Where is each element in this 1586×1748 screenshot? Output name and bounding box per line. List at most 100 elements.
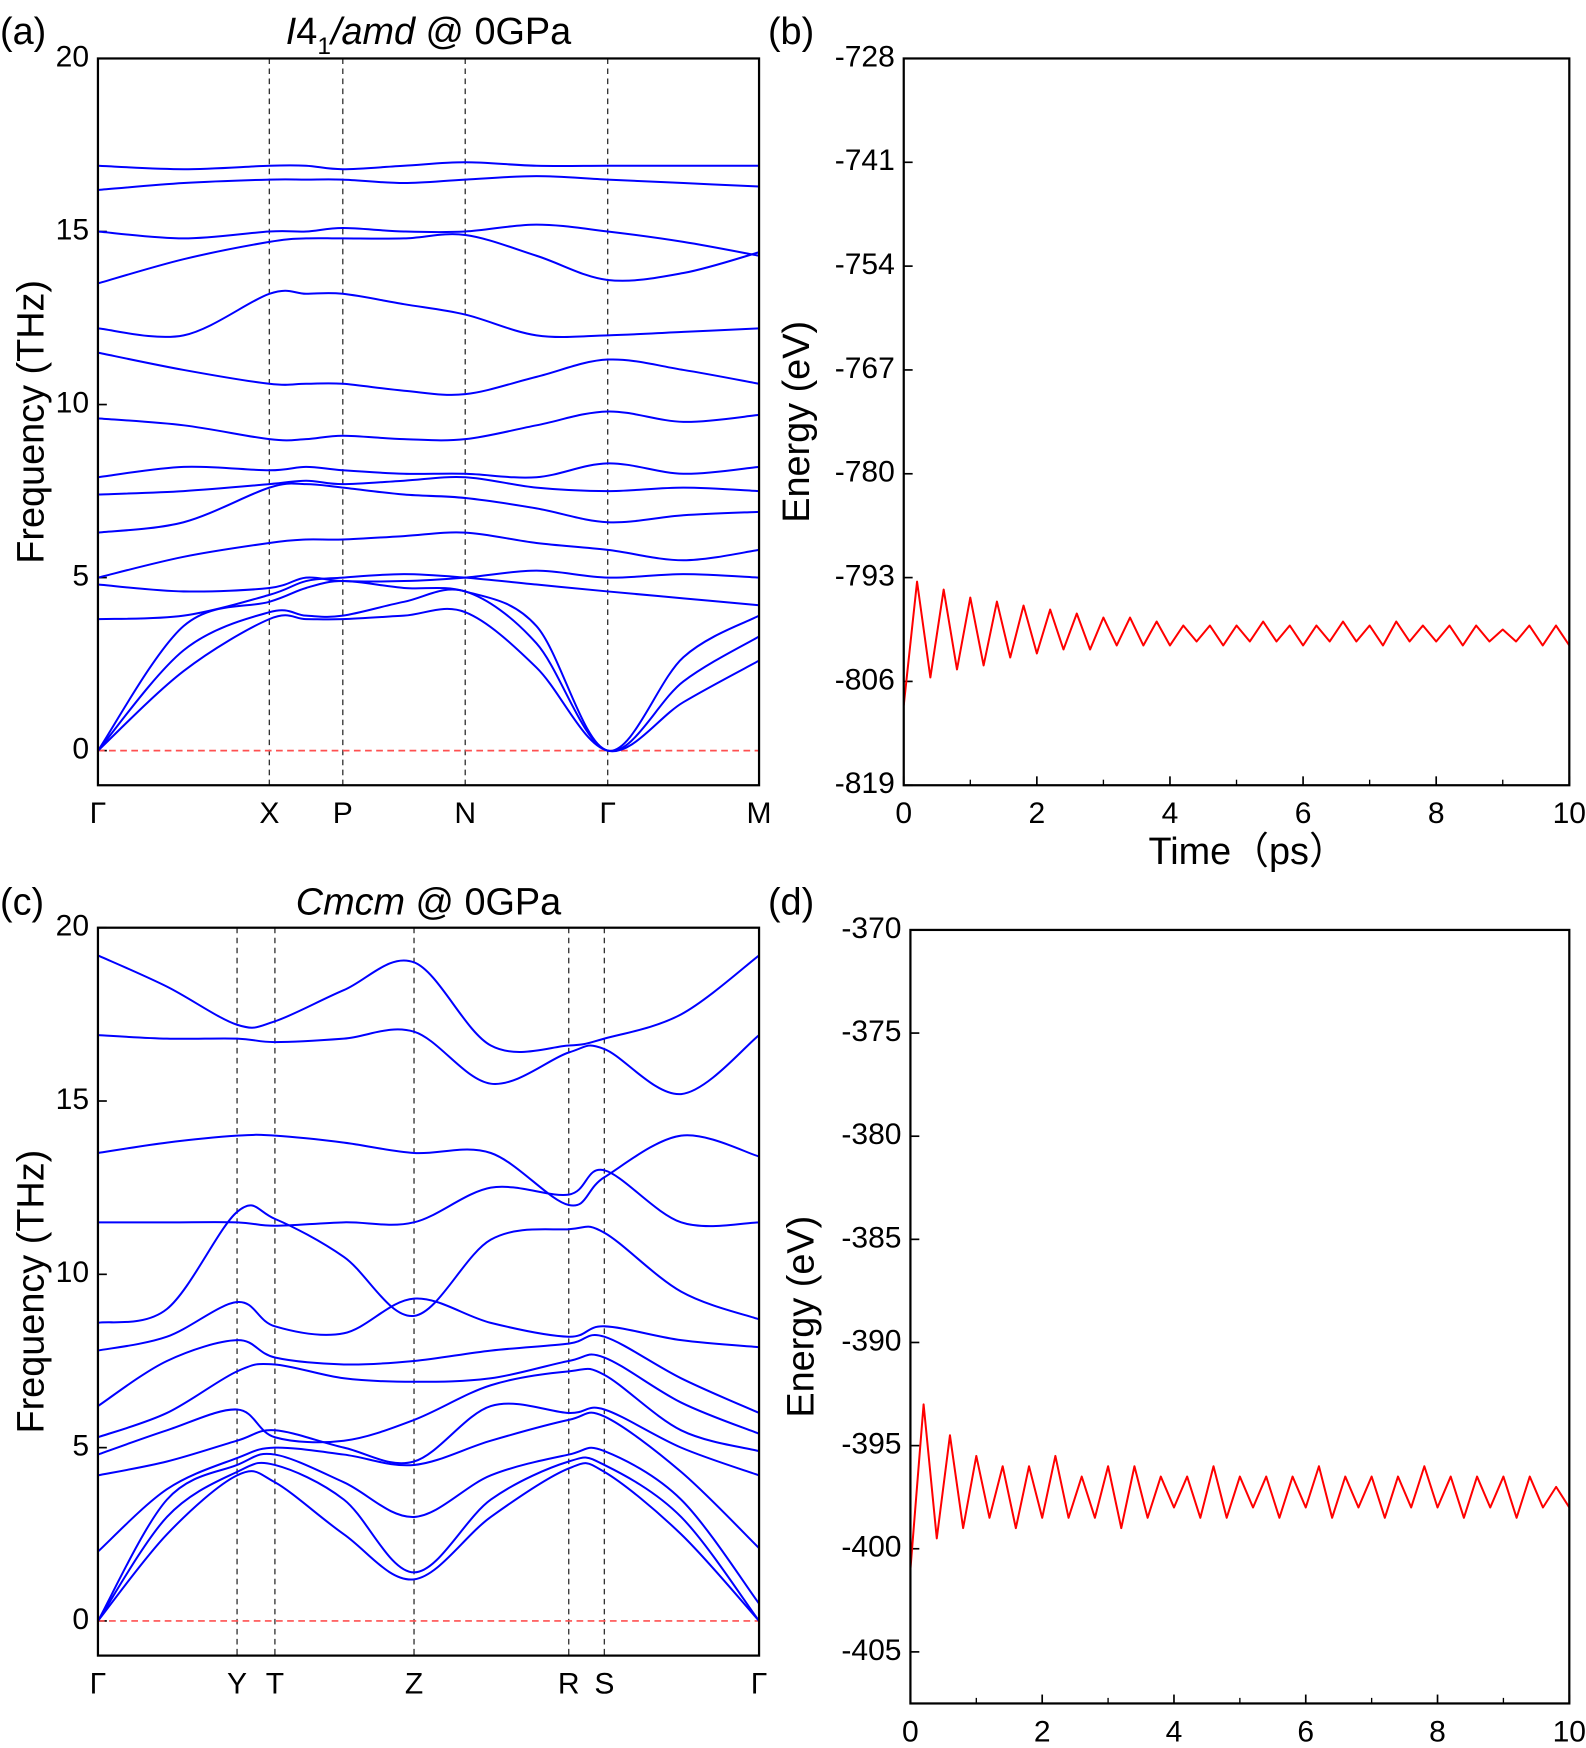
x-tick-label: 4 [1162, 797, 1179, 830]
phonon-band [97, 1297, 760, 1352]
y-tick-label: 20 [56, 40, 89, 73]
plot-frame [96, 926, 761, 1657]
x-tick-label: 2 [1034, 1715, 1051, 1743]
phonon-band [97, 1133, 760, 1207]
y-tick-label: -728 [835, 40, 895, 73]
phonon-band [97, 161, 760, 171]
y-tick-label: -405 [841, 1634, 901, 1667]
x-tick-label: Y [227, 1668, 247, 1701]
y-tick-label: -819 [835, 767, 895, 800]
chart-title: Cmcm @ 0GPa [296, 881, 562, 923]
phonon-band [97, 223, 760, 257]
phonon-band [97, 410, 760, 442]
series-group [910, 1403, 1570, 1570]
y-tick-label: -395 [841, 1428, 901, 1461]
phonon-band [97, 1367, 760, 1456]
phonon-band [97, 1334, 760, 1414]
x-tick-label: Γ [90, 797, 107, 830]
chart-title: I41/amd @ 0GPa [286, 11, 572, 60]
x-tick-label: R [558, 1668, 580, 1701]
panel-label: (d) [768, 881, 814, 923]
x-tick-label: 4 [1166, 1715, 1183, 1743]
x-tick-label: 2 [1028, 797, 1045, 830]
phonon-band [97, 573, 760, 621]
plot-frame [909, 928, 1571, 1705]
x-tick-label: 6 [1295, 797, 1312, 830]
plot-frame [96, 57, 761, 787]
panel-label: (a) [0, 11, 46, 53]
panel: (c) Cmcm @ 0GPa Frequency (THz) 0 5 10 15 20 Γ Y T… [0, 881, 767, 1700]
phonon-band [97, 482, 760, 534]
phonon-band [97, 1353, 760, 1439]
panel: (a) I41/amd @ 0GPa Frequency (THz) 0 5 10 15 20… [0, 11, 772, 830]
x-tick-label: 10 [1553, 797, 1586, 830]
y-tick-label: -780 [835, 456, 895, 489]
panel-label: (b) [768, 11, 814, 53]
y-tick-label: -370 [841, 912, 901, 945]
x-tick-label: P [333, 797, 353, 830]
x-tick-label: 6 [1297, 1715, 1314, 1743]
x-tick-label: 0 [902, 1715, 919, 1743]
y-tick-label: 10 [56, 1256, 89, 1289]
y-tick-label: -375 [841, 1015, 901, 1048]
x-tick-label: Γ [90, 1668, 107, 1701]
y-tick-label: -390 [841, 1324, 901, 1357]
y-tick-label: -793 [835, 560, 895, 593]
x-tick-label: 8 [1428, 797, 1445, 830]
y-tick-label: 10 [56, 386, 89, 419]
series-group [97, 161, 760, 753]
y-axis-label: Energy (eV) [781, 1216, 823, 1418]
phonon-band [97, 1028, 760, 1096]
phonon-band [97, 588, 760, 752]
title-part: 4 [296, 11, 317, 53]
x-tick-label: M [747, 797, 772, 830]
phonon-band [97, 1456, 760, 1622]
phonon-band [97, 475, 760, 496]
y-axis-label: Frequency (THz) [10, 1150, 52, 1434]
phonon-band [97, 954, 760, 1053]
phonon-band [97, 1168, 760, 1228]
title-part: I [286, 11, 297, 53]
y-tick-label: -741 [835, 144, 895, 177]
y-axis-label: Energy (eV) [776, 321, 818, 523]
energy-trace [903, 580, 1570, 706]
title-part: @ 0GPa [415, 11, 572, 53]
x-axis-label: Time（ps） [1149, 831, 1347, 873]
x-tick-label: S [594, 1668, 614, 1701]
x-tick-label: 0 [895, 797, 912, 830]
phonon-band [97, 1402, 760, 1477]
x-tick-label: 10 [1553, 1715, 1586, 1743]
x-tick-label: T [266, 1668, 284, 1701]
x-tick-label: Γ [599, 797, 616, 830]
y-tick-label: -385 [841, 1221, 901, 1254]
title-part: /amd [328, 11, 417, 53]
series-group [903, 580, 1570, 706]
phonon-band [97, 233, 760, 285]
phonon-band [97, 607, 760, 753]
y-tick-label: -380 [841, 1118, 901, 1151]
phonon-band [97, 351, 760, 396]
panel: (d)Energy (eV)Time（ps）-405-400-395-390-3… [768, 881, 1586, 1748]
x-tick-label: Γ [751, 1668, 768, 1701]
phonon-band [97, 175, 760, 191]
y-tick-label: 5 [72, 560, 89, 593]
panel-label: (c) [0, 881, 44, 923]
panel: (b) Energy (eV) Time（ps） -819 -806 -793 -780 -7… [768, 11, 1586, 873]
phonon-band [97, 1462, 760, 1622]
x-tick-label: Z [405, 1668, 423, 1701]
phonon-band [97, 580, 760, 752]
x-tick-label: N [454, 797, 476, 830]
x-tick-label: X [259, 797, 279, 830]
title-part: Cmcm [296, 881, 405, 923]
y-tick-label: -806 [835, 663, 895, 696]
plot-frame [902, 57, 1571, 787]
y-tick-label: -400 [841, 1531, 901, 1564]
phonon-band [97, 1411, 760, 1553]
y-tick-label: 5 [72, 1430, 89, 1463]
y-tick-label: 0 [72, 1603, 89, 1636]
y-tick-label: -767 [835, 352, 895, 385]
x-tick-label: 8 [1429, 1715, 1446, 1743]
y-tick-label: 20 [56, 910, 89, 943]
y-tick-label: -754 [835, 248, 895, 281]
